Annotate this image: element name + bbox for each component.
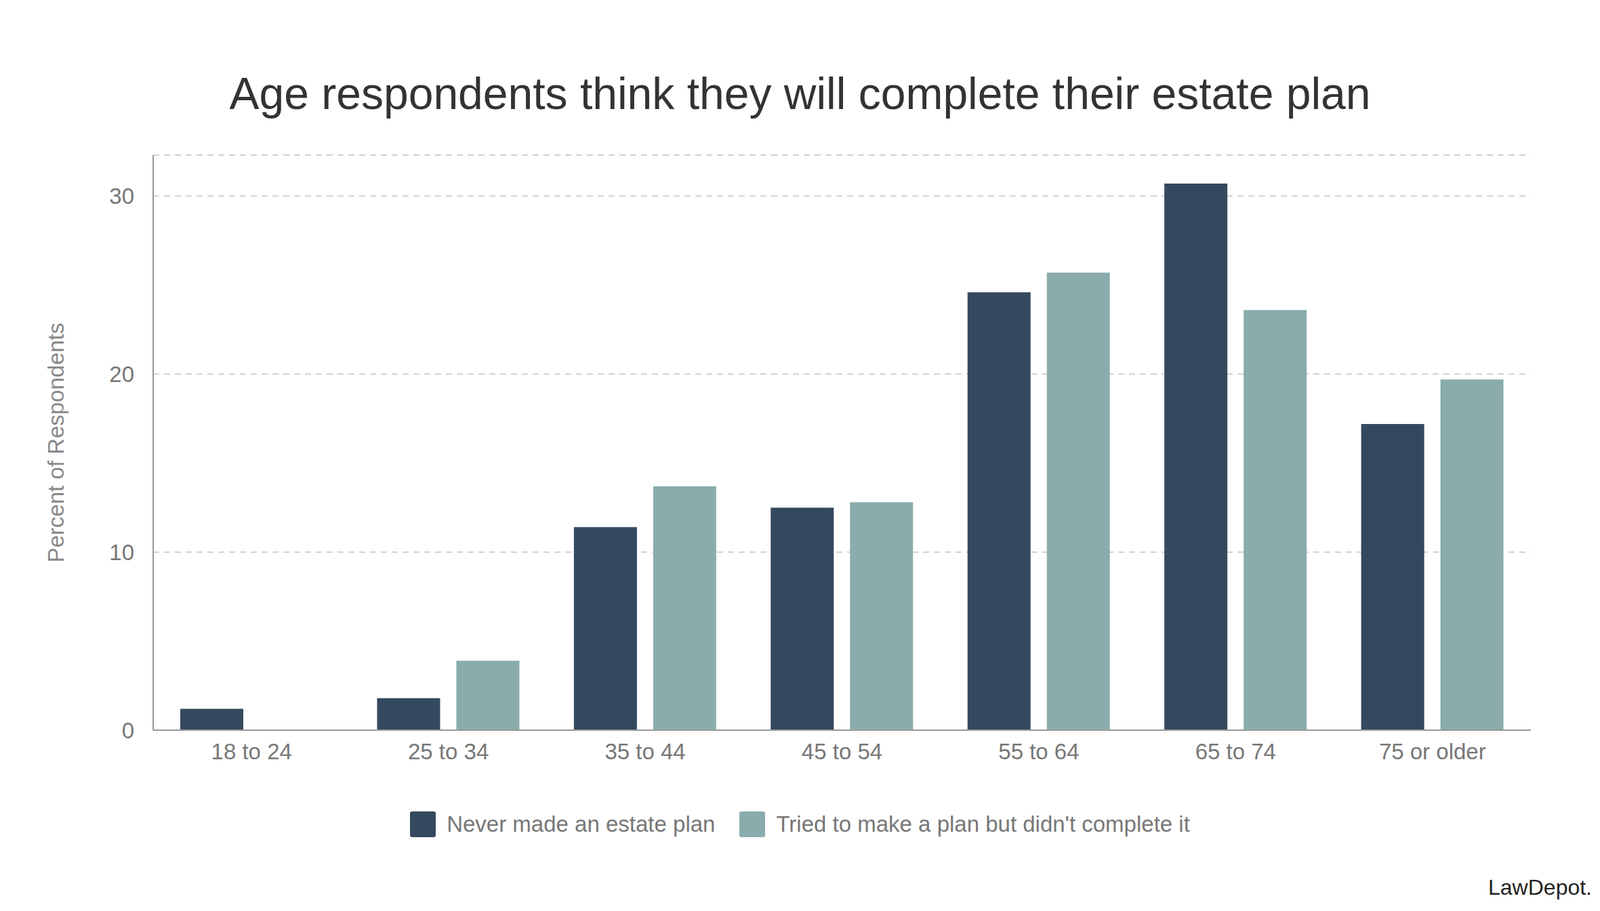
svg-text:Percent of Respondents: Percent of Respondents [43, 322, 69, 563]
html-text:Age respondents think they wil: Age respondents think they will complete… [229, 68, 1371, 119]
html-text:Tried to make a plan but didn': Tried to make a plan but didn't complete… [776, 811, 1190, 837]
svg-text:45 to 54: 45 to 54 [801, 739, 883, 765]
svg-text:0: 0 [121, 718, 135, 744]
html-text:Never made an estate plan: Never made an estate plan [446, 811, 716, 837]
svg-text:35 to 44: 35 to 44 [604, 739, 686, 765]
html-text:LawDepot.: LawDepot. [1488, 875, 1592, 900]
svg-text:10: 10 [109, 540, 135, 566]
svg-text:75 or older: 75 or older [1379, 739, 1487, 765]
svg-text:18 to 24: 18 to 24 [211, 739, 293, 765]
svg-text:20: 20 [109, 361, 135, 387]
svg-text:25 to 34: 25 to 34 [407, 739, 489, 765]
svg-text:65 to 74: 65 to 74 [1195, 739, 1277, 765]
svg-text:30: 30 [109, 183, 135, 209]
svg-text:55 to 64: 55 to 64 [998, 739, 1079, 765]
